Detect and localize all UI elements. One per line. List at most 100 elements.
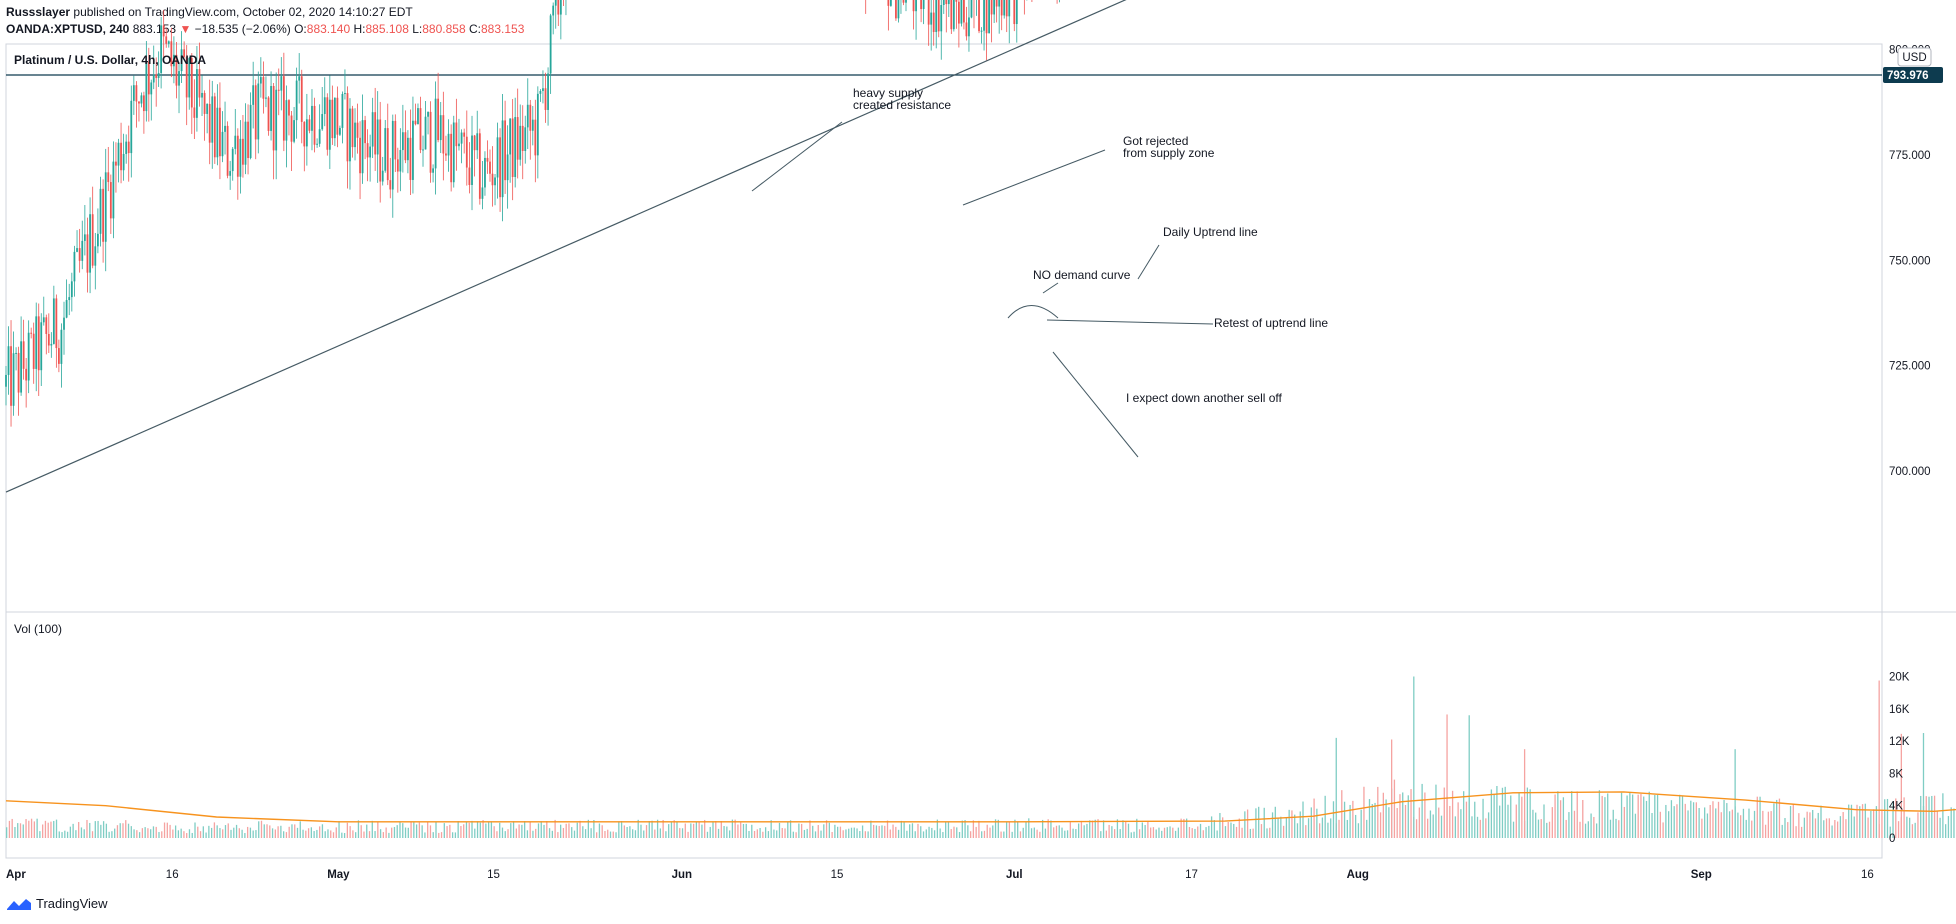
volume-bar (111, 831, 113, 838)
candle-body (501, 120, 504, 198)
candle (145, 41, 148, 122)
candle (150, 79, 153, 121)
time-tick-label: May (327, 869, 350, 881)
volume-bar (39, 831, 41, 838)
volume-bar (1814, 818, 1817, 838)
volume-bar (1789, 806, 1792, 838)
volume-bar (1194, 828, 1196, 838)
volume-bar (1385, 799, 1387, 838)
candle-body (73, 251, 76, 282)
annotation-pointer[interactable] (1046, 319, 1214, 325)
volume-bar (1258, 806, 1260, 838)
annotation-pointer[interactable] (751, 121, 843, 192)
candle-body (140, 95, 143, 104)
volume-bar (421, 825, 423, 838)
candle (960, 0, 963, 27)
candle-body (920, 0, 923, 10)
candle (170, 27, 173, 78)
candle-body (486, 157, 489, 162)
volume-bar (762, 831, 764, 838)
uptrend-line[interactable] (5, 0, 1956, 493)
candle (952, 0, 955, 32)
volume-bar (1679, 794, 1681, 838)
volume-bar (1834, 820, 1836, 838)
volume-spike-bar (1523, 749, 1526, 838)
volume-bar (803, 829, 806, 838)
annotation-pointer[interactable] (1052, 351, 1139, 458)
volume-bar (1075, 829, 1077, 838)
chart-header: Russslayer published on TradingView.com,… (6, 4, 524, 38)
volume-bar (50, 821, 52, 838)
volume-bar (1324, 795, 1326, 838)
volume-bar (1183, 818, 1185, 838)
candle (157, 51, 160, 87)
candle (361, 94, 364, 184)
volume-bar (1224, 826, 1227, 838)
volume-axis[interactable]: 0 4K 8K 12K 16K 20K (1889, 672, 1910, 846)
volume-bar (1302, 801, 1304, 838)
candle-body (473, 135, 476, 151)
symbol[interactable]: OANDA:XPTUSD, 240 (6, 22, 130, 36)
volume-bar (1499, 805, 1501, 838)
volume-bar (1800, 826, 1803, 838)
author-name[interactable]: Russslayer (6, 5, 71, 19)
volume-bar (19, 823, 22, 838)
demand-curve[interactable] (1007, 305, 1059, 319)
volume-bar (878, 825, 880, 838)
chart-frame (5, 43, 1883, 859)
volume-bar (992, 825, 994, 838)
candle-body (326, 97, 329, 150)
candle-body (460, 132, 463, 144)
time-axis[interactable]: Apr16May15Jun15Jul17AugSep16Oct19Nov16De… (6, 869, 1956, 881)
currency-button[interactable]: USD (1897, 47, 1932, 67)
annotation-text: from supply zone (1123, 146, 1215, 160)
volume-bar (1399, 794, 1401, 838)
volume-bar (1055, 825, 1058, 838)
annotation-text: Got rejected (1123, 134, 1188, 148)
candle (63, 301, 65, 355)
level-tag-label: 793.976 (1887, 70, 1929, 82)
annotation-pointer[interactable] (1042, 282, 1059, 294)
candle-body (226, 125, 229, 176)
volume-bar (1720, 812, 1722, 838)
volume-bar (246, 826, 249, 838)
volume-bar (571, 827, 573, 838)
annotation-pointer[interactable] (1137, 244, 1160, 280)
candle-body (1013, 0, 1016, 25)
volume-bar (1515, 804, 1517, 838)
volume-bar (947, 822, 950, 838)
candle (1031, 0, 1033, 2)
volume-pane[interactable] (5, 676, 1956, 839)
candle-body (369, 146, 372, 158)
candle-body (963, 0, 965, 23)
volume-bar (1147, 820, 1149, 838)
candle (203, 90, 206, 141)
volume-bar (313, 831, 315, 838)
candle (534, 99, 537, 183)
time-tick-label: Aug (1347, 869, 1369, 881)
volume-bar (861, 825, 864, 838)
candle (930, 0, 933, 51)
candle-body (288, 100, 290, 116)
volume-spike-bar (1391, 739, 1393, 838)
candle-body (122, 153, 125, 171)
candle-body (351, 108, 354, 148)
candle-body (78, 248, 81, 261)
volume-bar (764, 827, 767, 838)
price-change: −18.535 (−2.06%) (194, 22, 291, 36)
volume-bar (1066, 830, 1069, 838)
volume-bar (1108, 824, 1110, 838)
volume-bar (770, 820, 772, 838)
annotation-pointer[interactable] (962, 149, 1106, 206)
candle-body (458, 143, 460, 147)
footer-brand[interactable]: TradingView (6, 896, 108, 911)
volume-bar (17, 823, 19, 838)
candle-body (1008, 0, 1011, 17)
volume-tick-label: 12K (1889, 736, 1910, 748)
candle-body (471, 135, 473, 185)
volume-bar (163, 822, 166, 838)
volume-bar (859, 831, 861, 838)
candle (81, 220, 84, 270)
